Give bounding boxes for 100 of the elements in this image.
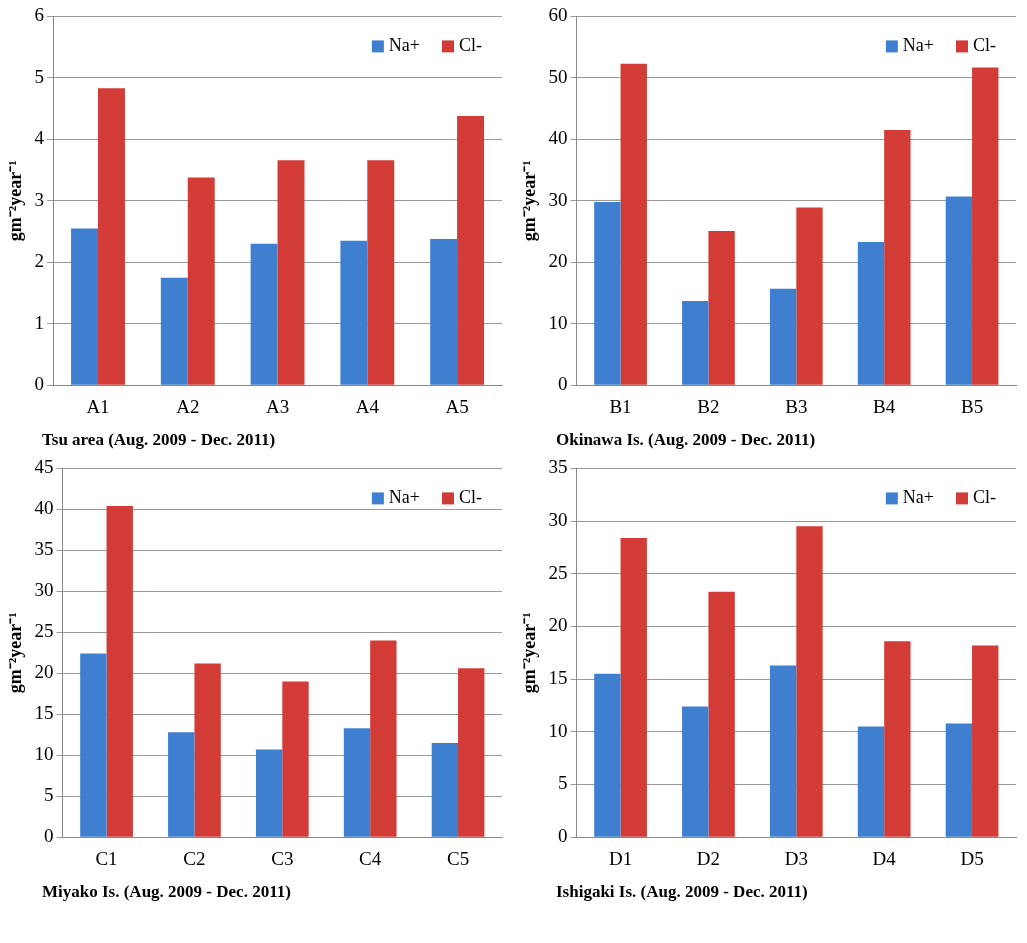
bar — [769, 665, 797, 837]
x-tick-label: A5 — [445, 395, 469, 417]
bar — [370, 640, 397, 837]
legend-label: Cl- — [973, 35, 997, 56]
y-tick-label: 40 — [548, 127, 568, 149]
y-tick-label: 20 — [34, 661, 54, 683]
bar — [708, 591, 735, 837]
y-tick-label: 45 — [34, 456, 54, 478]
y-tick-label: 30 — [548, 188, 568, 210]
y-tick-label: 6 — [34, 4, 45, 26]
y-tick-label: 35 — [548, 456, 568, 478]
bar — [708, 230, 735, 385]
bar — [972, 645, 999, 837]
bar — [620, 537, 647, 837]
legend-label: Na+ — [902, 487, 934, 508]
x-tick-label: D1 — [608, 847, 633, 869]
bar — [106, 506, 133, 837]
legend-label: Cl- — [973, 487, 997, 508]
bar — [277, 160, 305, 385]
y-tick-label: 15 — [548, 667, 568, 689]
y-tick-label: 60 — [548, 4, 568, 26]
bar — [972, 67, 999, 385]
text: Ishigaki Is. (Aug. 2009 - Dec. 2011) — [556, 882, 809, 902]
bar — [620, 63, 647, 385]
bar — [168, 732, 195, 837]
x-tick-label: D2 — [696, 847, 721, 869]
y-tick-label: 10 — [34, 743, 54, 765]
y-tick-label: 10 — [548, 719, 568, 741]
y-tick-label: 40 — [34, 497, 54, 519]
bar — [857, 726, 885, 837]
y-axis-title: gm⁻²year⁻¹ — [5, 160, 26, 242]
y-tick-label: 30 — [34, 579, 54, 601]
y-tick-label: 3 — [34, 188, 45, 210]
bar — [255, 749, 283, 837]
bar — [430, 238, 458, 385]
bar — [457, 115, 485, 385]
x-tick-label: A2 — [176, 395, 200, 417]
y-tick-label: 0 — [558, 825, 568, 847]
y-tick-label: 25 — [34, 620, 54, 642]
bar — [884, 130, 911, 385]
legend-label: Na+ — [388, 487, 420, 508]
text: Okinawa Is. (Aug. 2009 - Dec. 2011) — [556, 430, 817, 450]
bar — [769, 288, 797, 385]
x-tick-label: C5 — [446, 847, 470, 869]
x-tick-label: C4 — [359, 847, 382, 869]
bar — [250, 243, 278, 385]
bar — [945, 196, 973, 385]
y-axis-title: gm⁻²year⁻¹ — [5, 612, 26, 694]
legend-label: Cl- — [459, 35, 483, 56]
y-tick-label: 15 — [34, 702, 54, 724]
bar — [796, 207, 823, 385]
bar — [340, 240, 368, 385]
y-tick-label: 30 — [548, 509, 568, 531]
x-tick-label: A1 — [86, 395, 110, 417]
x-tick-label: B5 — [960, 395, 984, 417]
y-axis-title: gm⁻²year⁻¹ — [519, 160, 540, 242]
y-tick-label: 1 — [34, 311, 45, 333]
y-tick-label: 10 — [548, 311, 568, 333]
bar — [194, 663, 221, 837]
bar — [282, 681, 309, 837]
bar — [458, 668, 485, 837]
bar — [343, 728, 371, 837]
legend-label: Na+ — [902, 35, 934, 56]
y-tick-label: 20 — [548, 614, 568, 636]
bar — [71, 228, 98, 385]
bar — [594, 673, 621, 837]
x-tick-label: B4 — [873, 395, 896, 417]
bar — [945, 723, 973, 837]
legend-label: Na+ — [388, 35, 420, 56]
x-tick-label: D4 — [872, 847, 897, 869]
legend-label: Cl- — [459, 487, 483, 508]
text: Miyako Is. (Aug. 2009 - Dec. 2011) — [42, 882, 292, 902]
y-tick-label: 5 — [34, 65, 45, 87]
y-tick-label: 0 — [44, 825, 54, 847]
y-tick-label: 5 — [558, 772, 568, 794]
bar — [594, 202, 621, 385]
y-tick-label: 5 — [44, 784, 54, 806]
bar — [160, 277, 188, 385]
bar — [187, 177, 215, 385]
x-tick-label: B2 — [697, 395, 720, 417]
y-tick-label: 0 — [558, 373, 568, 395]
x-tick-label: C1 — [95, 847, 118, 869]
bar — [431, 742, 459, 837]
text: Tsu area (Aug. 2009 - Dec. 2011) — [42, 430, 277, 450]
bar — [884, 641, 911, 837]
y-tick-label: 2 — [34, 250, 45, 272]
x-tick-label: D5 — [960, 847, 984, 869]
y-tick-label: 20 — [548, 250, 568, 272]
bar — [796, 526, 823, 837]
y-axis-title: gm⁻²year⁻¹ — [519, 612, 540, 694]
bar — [97, 88, 125, 385]
x-tick-label: B3 — [785, 395, 808, 417]
y-tick-label: 50 — [548, 65, 568, 87]
x-tick-label: B1 — [609, 395, 632, 417]
x-tick-label: A3 — [265, 395, 290, 417]
y-tick-label: 35 — [34, 538, 54, 560]
x-tick-label: D3 — [784, 847, 808, 869]
y-tick-label: 25 — [548, 561, 568, 583]
x-tick-label: C3 — [271, 847, 294, 869]
bar — [857, 241, 885, 385]
